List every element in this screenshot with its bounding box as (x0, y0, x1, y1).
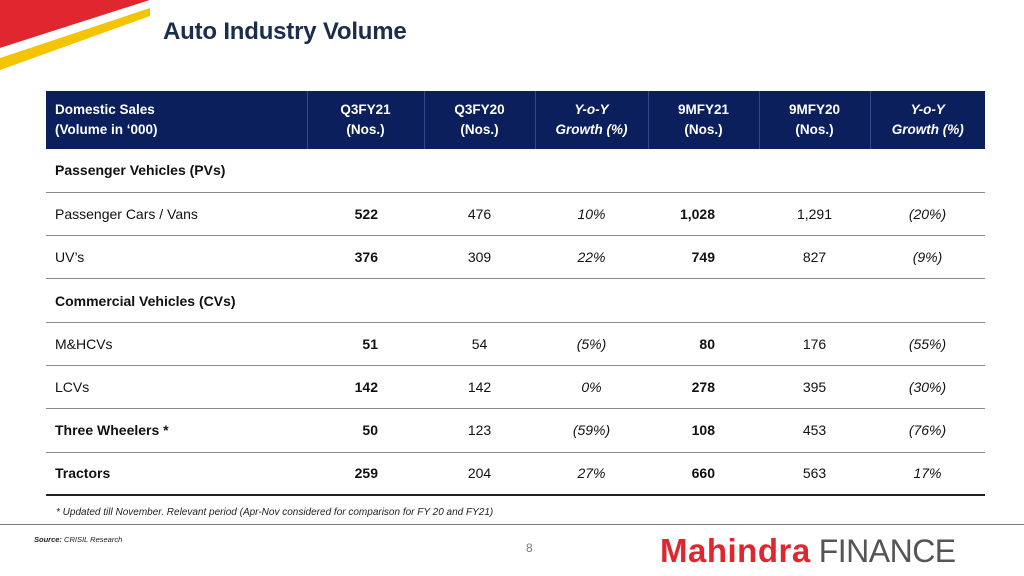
cell-q3fy20: 309 (467, 249, 492, 266)
cell-q3fy21: 259 (354, 465, 378, 482)
header-9mfy21: 9MFY21 (Nos.) (647, 91, 759, 149)
cell-yoy-quarter: (5%) (576, 335, 607, 352)
header-text: Y-o-Y (910, 102, 945, 117)
header-text: (Nos.) (346, 122, 385, 137)
cell-yoy-quarter: (59%) (572, 422, 611, 439)
cell-9mfy20: 827 (802, 249, 827, 266)
table-row: LCVs 142 142 0% 278 395 (30%) (46, 365, 985, 409)
header-text: Q3FY21 (340, 102, 391, 117)
cell-yoy-quarter: 27% (577, 465, 606, 482)
page-number: 8 (526, 541, 533, 555)
cell-9mfy20: 563 (802, 465, 827, 482)
cell-q3fy21: 376 (354, 249, 378, 266)
header-text: Y-o-Y (574, 102, 609, 117)
cell-9mfy21: 1,028 (679, 205, 715, 222)
cell-q3fy21: 142 (354, 379, 378, 396)
footer-divider (0, 524, 1024, 525)
row-label: Three Wheelers * (55, 422, 169, 439)
footnote: * Updated till November. Relevant period… (56, 507, 494, 518)
cell-9mfy21: 660 (691, 465, 715, 482)
source-note: Source: CRISIL Research (34, 535, 122, 544)
header-text: Growth (%) (555, 122, 628, 137)
cell-yoy-9m: 17% (913, 465, 942, 482)
row-label: Passenger Cars / Vans (55, 205, 198, 222)
cell-9mfy21: 108 (691, 422, 715, 439)
header-text: (Nos.) (460, 122, 499, 137)
section-label: Commercial Vehicles (CVs) (55, 292, 236, 309)
cell-9mfy21: 80 (699, 335, 715, 352)
cell-9mfy20: 176 (802, 335, 827, 352)
header-9mfy20: 9MFY20 (Nos.) (758, 91, 870, 149)
header-q3fy21: Q3FY21 (Nos.) (306, 91, 424, 149)
row-label: UV’s (55, 249, 85, 266)
cell-yoy-quarter: 0% (581, 379, 602, 396)
source-text: CRISIL Research (64, 535, 123, 544)
cell-q3fy21: 51 (362, 335, 378, 352)
table-row: M&HCVs 51 54 (5%) 80 176 (55%) (46, 322, 985, 366)
logo-suffix: FINANCE (818, 532, 956, 569)
cell-q3fy20: 204 (467, 465, 492, 482)
header-text: (Nos.) (684, 122, 723, 137)
table-row: UV’s 376 309 22% 749 827 (9%) (46, 236, 985, 279)
header-q3fy20: Q3FY20 (Nos.) (423, 91, 535, 149)
row-label: M&HCVs (55, 335, 113, 352)
cell-q3fy21: 50 (362, 422, 378, 439)
row-label: Tractors (55, 465, 111, 482)
header-text: Growth (%) (891, 122, 964, 137)
section-row-pvs: Passenger Vehicles (PVs) (46, 149, 985, 193)
cell-q3fy20: 142 (467, 379, 492, 396)
cell-9mfy21: 278 (691, 379, 715, 396)
cell-yoy-9m: (30%) (908, 379, 947, 396)
cell-yoy-9m: (20%) (908, 205, 947, 222)
cell-yoy-quarter: 22% (577, 249, 606, 266)
header-domestic-sales: Domestic Sales (Volume in ‘000) (46, 91, 307, 149)
section-label: Passenger Vehicles (PVs) (55, 162, 226, 179)
table-header-row: Domestic Sales (Volume in ‘000) Q3FY21 (… (46, 91, 985, 149)
table-row: Three Wheelers * 50 123 (59%) 108 453 (7… (46, 409, 985, 453)
header-text: (Nos.) (795, 122, 834, 137)
header-yoy-quarter: Y-o-Y Growth (%) (534, 91, 648, 149)
cell-q3fy21: 522 (354, 205, 378, 222)
logo-brand: Mahindra (660, 532, 811, 569)
cell-q3fy20: 123 (467, 422, 492, 439)
table-row: Tractors 259 204 27% 660 563 17% (46, 452, 985, 496)
header-yoy-9m: Y-o-Y Growth (%) (869, 91, 985, 149)
header-text: 9MFY21 (677, 102, 730, 117)
cell-9mfy21: 749 (691, 249, 715, 266)
row-label: LCVs (55, 379, 90, 396)
cell-9mfy20: 1,291 (796, 205, 833, 222)
cell-yoy-9m: (55%) (908, 335, 947, 352)
header-text: Q3FY20 (454, 102, 505, 117)
mahindra-finance-logo: Mahindra FINANCE (660, 532, 956, 569)
source-label: Source: (34, 535, 62, 544)
cell-yoy-quarter: 10% (577, 205, 606, 222)
cell-yoy-9m: (76%) (908, 422, 947, 439)
header-text: 9MFY20 (788, 102, 841, 117)
section-row-cvs: Commercial Vehicles (CVs) (46, 279, 985, 323)
cell-q3fy20: 54 (471, 335, 488, 352)
page-title: Auto Industry Volume (163, 18, 407, 45)
cell-q3fy20: 476 (467, 205, 492, 222)
cell-9mfy20: 395 (802, 379, 827, 396)
auto-volume-table: Domestic Sales (Volume in ‘000) Q3FY21 (… (46, 91, 985, 496)
header-text: (Volume in ‘000) (55, 122, 158, 137)
cell-9mfy20: 453 (802, 422, 827, 439)
cell-yoy-9m: (9%) (912, 249, 943, 266)
table-row: Passenger Cars / Vans 522 476 10% 1,028 … (46, 192, 985, 236)
header-text: Domestic Sales (55, 102, 155, 117)
corner-stripes-decoration (0, 0, 150, 70)
